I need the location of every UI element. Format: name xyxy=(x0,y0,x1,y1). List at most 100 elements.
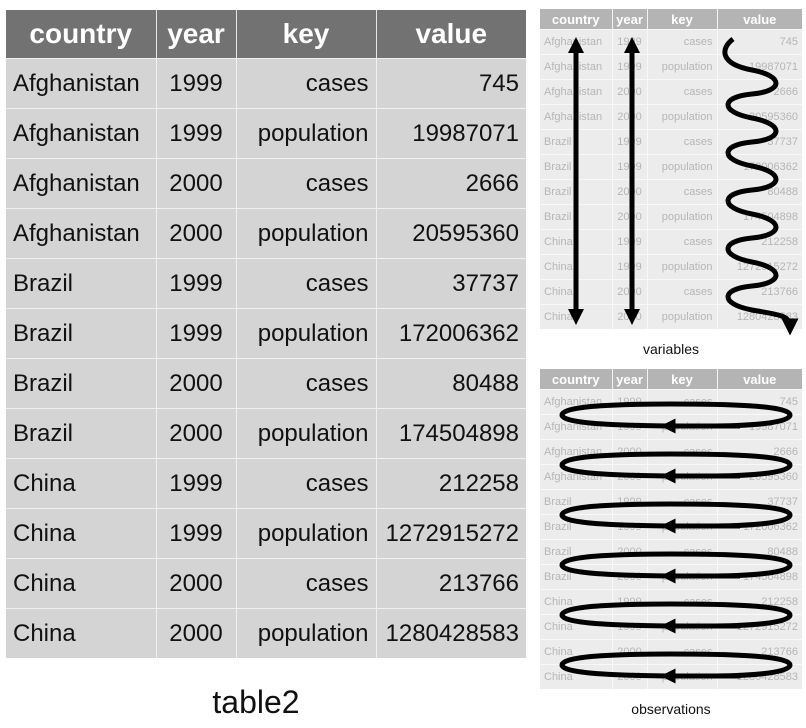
table-row: Brazil 2000 population 174504898 xyxy=(6,408,526,459)
variables-cell-key: cases xyxy=(647,279,718,305)
cell-value: 745 xyxy=(376,58,526,109)
variables-cell-key: population xyxy=(647,54,718,80)
cell-key: cases xyxy=(236,258,377,309)
observations-cell-year: 1999 xyxy=(612,414,648,440)
variables-cell-country: Afghanistan xyxy=(540,79,613,105)
observations-cell-value: 174504898 xyxy=(717,564,802,590)
variables-cell-year: 2000 xyxy=(612,79,648,105)
variables-cell-value: 172006362 xyxy=(717,154,802,180)
cell-value: 1272915272 xyxy=(376,508,526,559)
header-row: country year key value xyxy=(6,10,526,59)
observations-cell-key: cases xyxy=(647,389,718,415)
cell-key: population xyxy=(236,108,377,159)
observations-cell-value: 2666 xyxy=(717,439,802,465)
variables-table-row: Afghanistan 1999 cases 745 xyxy=(540,29,802,55)
variables-cell-key: population xyxy=(647,254,718,280)
observations-table-row: Brazil 1999 population 172006362 xyxy=(540,514,802,540)
cell-country: Brazil xyxy=(6,358,157,409)
variables-header-year: year xyxy=(612,9,648,30)
observations-cell-country: Afghanistan xyxy=(540,439,613,465)
cell-key: population xyxy=(236,408,377,459)
cell-key: cases xyxy=(236,458,377,509)
observations-cell-year: 2000 xyxy=(612,539,648,565)
variables-cell-year: 2000 xyxy=(612,204,648,230)
table-row: China 2000 cases 213766 xyxy=(6,558,526,609)
variables-cell-year: 1999 xyxy=(612,254,648,280)
observations-cell-value: 745 xyxy=(717,389,802,415)
cell-year: 2000 xyxy=(156,158,237,209)
observations-cell-year: 2000 xyxy=(612,664,648,689)
variables-cell-year: 2000 xyxy=(612,179,648,205)
variables-header-row: country year key value xyxy=(540,9,802,30)
observations-cell-year: 2000 xyxy=(612,564,648,590)
variables-table-row: China 2000 population 1280428583 xyxy=(540,304,802,329)
table-row: China 1999 population 1272915272 xyxy=(6,508,526,559)
cell-key: cases xyxy=(236,58,377,109)
observations-table-row: Afghanistan 1999 population 19987071 xyxy=(540,414,802,440)
variables-table-row: Brazil 2000 population 174504898 xyxy=(540,204,802,230)
variables-cell-value: 745 xyxy=(717,29,802,55)
variables-cell-year: 1999 xyxy=(612,54,648,80)
variables-cell-year: 1999 xyxy=(612,229,648,255)
main-table: country year key value Afghanistan 1999 ca… xyxy=(6,10,526,658)
table-row: Afghanistan 1999 population 19987071 xyxy=(6,108,526,159)
observations-cell-country: China xyxy=(540,589,613,615)
observations-cell-value: 1272915272 xyxy=(717,614,802,640)
observations-cell-year: 1999 xyxy=(612,489,648,515)
variables-caption: variables xyxy=(642,341,700,357)
variables-cell-country: China xyxy=(540,229,613,255)
cell-year: 1999 xyxy=(156,458,237,509)
variables-table-row: Afghanistan 2000 cases 2666 xyxy=(540,79,802,105)
cell-key: population xyxy=(236,208,377,259)
observations-table-row: China 2000 cases 213766 xyxy=(540,639,802,665)
observations-cell-key: cases xyxy=(647,539,718,565)
observations-cell-key: cases xyxy=(647,589,718,615)
observations-table-row: China 1999 population 1272915272 xyxy=(540,614,802,640)
observations-cell-value: 20595360 xyxy=(717,464,802,490)
variables-cell-year: 2000 xyxy=(612,279,648,305)
cell-key: cases xyxy=(236,358,377,409)
variables-header-key: key xyxy=(647,9,718,30)
header-key: key xyxy=(236,10,377,59)
observations-header-value: value xyxy=(717,369,802,390)
variables-header-value: value xyxy=(717,9,802,30)
observations-table-row: Brazil 1999 cases 37737 xyxy=(540,489,802,515)
observations-cell-country: Brazil xyxy=(540,564,613,590)
variables-cell-key: cases xyxy=(647,229,718,255)
observations-cell-key: population xyxy=(647,514,718,540)
variables-cell-country: Afghanistan xyxy=(540,54,613,80)
cell-value: 213766 xyxy=(376,558,526,609)
cell-key: population xyxy=(236,308,377,359)
header-country: country xyxy=(6,10,157,59)
variables-table-row: Brazil 2000 cases 80488 xyxy=(540,179,802,205)
variables-table-row: China 1999 population 1272915272 xyxy=(540,254,802,280)
cell-value: 20595360 xyxy=(376,208,526,259)
variables-table-row: Brazil 1999 population 172006362 xyxy=(540,154,802,180)
variables-cell-key: population xyxy=(647,104,718,130)
observations-cell-value: 19987071 xyxy=(717,414,802,440)
variables-cell-value: 213766 xyxy=(717,279,802,305)
observations-cell-country: Afghanistan xyxy=(540,389,613,415)
observations-cell-country: Brazil xyxy=(540,489,613,515)
observations-header-key: key xyxy=(647,369,718,390)
observations-table-row: China 2000 population 1280428583 xyxy=(540,664,802,689)
observations-cell-country: Afghanistan xyxy=(540,464,613,490)
cell-country: China xyxy=(6,508,157,559)
observations-caption: observations xyxy=(631,701,711,717)
variables-cell-value: 212258 xyxy=(717,229,802,255)
table-row: Brazil 1999 population 172006362 xyxy=(6,308,526,359)
observations-cell-value: 37737 xyxy=(717,489,802,515)
variables-cell-key: cases xyxy=(647,29,718,55)
variables-cell-country: Brazil xyxy=(540,179,613,205)
cell-key: population xyxy=(236,508,377,559)
observations-cell-country: Brazil xyxy=(540,539,613,565)
observations-table-row: China 1999 cases 212258 xyxy=(540,589,802,615)
cell-year: 1999 xyxy=(156,58,237,109)
observations-cell-value: 213766 xyxy=(717,639,802,665)
variables-cell-key: cases xyxy=(647,79,718,105)
variables-cell-key: cases xyxy=(647,129,718,155)
table-row: Afghanistan 2000 population 20595360 xyxy=(6,208,526,259)
cell-value: 172006362 xyxy=(376,308,526,359)
cell-value: 212258 xyxy=(376,458,526,509)
cell-year: 2000 xyxy=(156,408,237,459)
